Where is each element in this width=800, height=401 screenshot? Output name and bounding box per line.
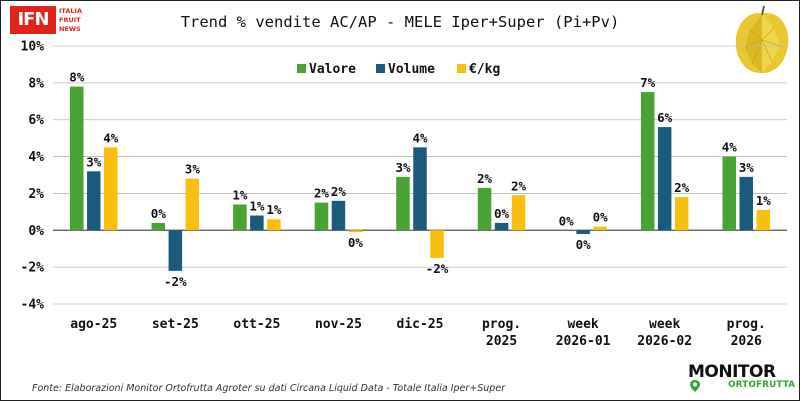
legend-label: €/kg	[469, 62, 500, 77]
data-label: 4%	[103, 130, 119, 145]
x-tick-label: 2025	[486, 334, 517, 349]
data-label: 2%	[511, 178, 527, 193]
legend-swatch-valore	[297, 64, 306, 73]
bar-prezzo	[267, 219, 281, 231]
apple-icon	[735, 5, 789, 74]
x-tick-label: 2026-01	[556, 334, 611, 349]
chart-title: Trend % vendite AC/AP - MELE Iper+Super …	[181, 13, 620, 31]
ifn-logo: IFN ITALIA FRUIT NEWS	[10, 6, 100, 34]
x-tick-label: 2026-02	[637, 334, 692, 349]
bar-prezzo	[756, 210, 770, 231]
bars	[70, 86, 770, 271]
data-label: 0%	[348, 235, 364, 250]
data-label: 0%	[593, 210, 609, 225]
bar-valore	[722, 156, 736, 231]
monitor-logo-text: MONITOR	[688, 362, 776, 382]
data-label: 0%	[151, 206, 167, 221]
bar-volume	[87, 171, 101, 231]
bar-prezzo	[430, 230, 444, 258]
legend-label: Volume	[388, 62, 435, 77]
x-tick-label: ott-25	[233, 317, 280, 332]
data-label: 2%	[477, 171, 493, 186]
bar-volume	[250, 215, 264, 231]
data-label: 1%	[756, 193, 772, 208]
y-tick-label: 6%	[28, 113, 44, 128]
x-tick-label: week	[567, 317, 598, 332]
location-pin-icon	[690, 380, 700, 392]
ifn-logo-line2: FRUIT	[59, 16, 81, 24]
bar-valore	[233, 204, 247, 231]
ifn-logo-mark: IFN	[10, 6, 56, 34]
x-tick-label: dic-25	[397, 317, 444, 332]
bar-prezzo	[348, 230, 363, 233]
bar-valore	[151, 222, 166, 231]
y-tick-label: -4%	[21, 298, 45, 313]
ifn-logo-line3: NEWS	[59, 25, 81, 33]
y-tick-label: 2%	[28, 187, 44, 202]
data-label: 2%	[314, 186, 330, 201]
data-label: 3%	[185, 162, 201, 177]
x-tick-label: 2026	[731, 334, 762, 349]
x-axis-ticks: ago-25 set-25 ott-25 nov-25 dic-25 prog. 2025 w…	[70, 317, 765, 349]
data-label: 0%	[576, 237, 592, 252]
bar-volume	[331, 200, 346, 231]
bar-prezzo	[104, 147, 118, 231]
bar-prezzo	[593, 226, 607, 231]
source-note: Fonte: Elaborazioni Monitor Ortofrutta A…	[32, 383, 506, 394]
bar-valore	[640, 92, 655, 231]
data-label: 2%	[674, 180, 690, 195]
data-label: 3%	[86, 154, 102, 169]
data-label: 8%	[69, 70, 85, 85]
data-labels: 8%3%4%0%-2%3%1%1% 1%2% 2%0%3%4%-2%2%0%2%0%…	[69, 70, 771, 289]
bar-prezzo	[511, 195, 526, 231]
y-tick-label: 4%	[28, 150, 44, 165]
bar-valore	[396, 176, 410, 231]
y-tick-label: -2%	[21, 261, 45, 276]
data-label: -2%	[426, 261, 449, 276]
y-tick-label: 8%	[28, 76, 44, 91]
bar-volume	[168, 230, 183, 271]
bar-volume	[657, 127, 672, 231]
bar-volume	[576, 230, 590, 234]
legend: Valore Volume €/kg	[297, 62, 500, 77]
data-label: 1%	[249, 199, 265, 214]
data-label: 7%	[640, 75, 656, 90]
bar-prezzo	[185, 178, 200, 231]
ifn-logo-line1: ITALIA	[59, 7, 82, 15]
bar-prezzo	[674, 197, 689, 231]
monitor-ortofrutta-logo: MONITOR ORTOFRUTTA	[688, 362, 796, 396]
y-tick-label: 10%	[21, 40, 45, 55]
bar-valore	[477, 187, 492, 231]
legend-swatch-prezzo	[457, 64, 466, 73]
y-tick-label: 0%	[28, 224, 44, 239]
x-tick-label: week	[649, 317, 680, 332]
legend-label: Valore	[309, 62, 356, 77]
x-tick-label: prog.	[482, 317, 521, 332]
data-label: 3%	[395, 160, 411, 175]
monitor-logo-subtext: ORTOFRUTTA	[728, 380, 796, 390]
bar-valore	[314, 202, 329, 231]
x-tick-label: ago-25	[70, 317, 117, 332]
data-label: 0%	[559, 213, 575, 228]
data-label: -2%	[164, 274, 187, 289]
bar-volume	[413, 147, 427, 231]
y-axis-ticks: 10% 8% 6% 4% 2% 0% -2% -4%	[21, 40, 45, 313]
legend-swatch-volume	[376, 64, 385, 73]
x-tick-label: prog.	[727, 317, 766, 332]
data-label: 6%	[657, 110, 673, 125]
data-label: 4%	[412, 130, 428, 145]
data-label: 4%	[722, 140, 738, 155]
x-tick-label: set-25	[152, 317, 199, 332]
data-label: 1%	[266, 202, 282, 217]
data-label: 0%	[494, 206, 510, 221]
bar-volume	[494, 222, 509, 231]
data-label: 1%	[232, 187, 248, 202]
x-tick-label: nov-25	[315, 317, 362, 332]
data-label: 3%	[739, 160, 755, 175]
bar-volume	[739, 176, 753, 231]
bar-valore	[70, 86, 84, 231]
data-label: 2%	[331, 184, 347, 199]
